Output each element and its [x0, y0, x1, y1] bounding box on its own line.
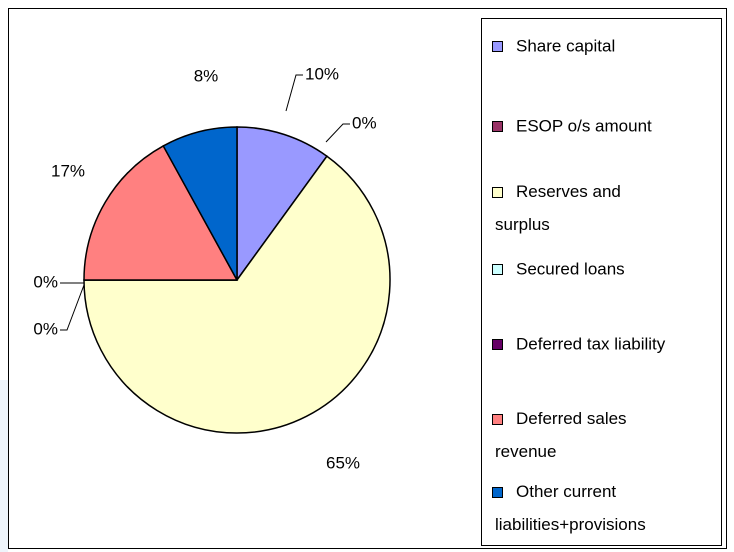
- legend-label: Deferred tax liability: [516, 334, 666, 353]
- data-label: 17%: [51, 161, 85, 180]
- leader-line: [325, 123, 350, 143]
- data-label: 10%: [305, 64, 339, 83]
- legend-swatch: [492, 187, 503, 198]
- legend-label: Deferred sales revenue: [495, 409, 631, 461]
- pie-slice: [83, 144, 239, 281]
- data-label: 0%: [33, 319, 58, 338]
- leader-line: [285, 74, 303, 112]
- legend-label: Reserves and surplus: [495, 182, 626, 234]
- legend-box: [481, 18, 722, 546]
- legend-label: ESOP o/s amount: [516, 116, 652, 135]
- legend-swatch: [492, 487, 503, 498]
- legend-label: Share capital: [516, 36, 615, 55]
- chart-frame: [8, 8, 727, 549]
- pie-slice: [162, 126, 238, 281]
- data-label: 0%: [33, 272, 58, 291]
- pie-slice: [83, 155, 391, 434]
- pie-slice: [236, 126, 328, 283]
- legend-swatch: [492, 339, 503, 350]
- legend-swatch: [492, 121, 503, 132]
- legend-swatch: [492, 264, 503, 275]
- legend-swatch: [492, 41, 503, 52]
- side-strip: [0, 380, 8, 552]
- legend-label: Other current liabilities+provisions: [495, 482, 646, 534]
- leader-line: [60, 284, 85, 331]
- data-label: 65%: [326, 453, 360, 472]
- data-label: 8%: [194, 66, 219, 85]
- data-label: 0%: [352, 113, 377, 132]
- legend-swatch: [492, 414, 503, 425]
- legend-label: Secured loans: [516, 259, 625, 278]
